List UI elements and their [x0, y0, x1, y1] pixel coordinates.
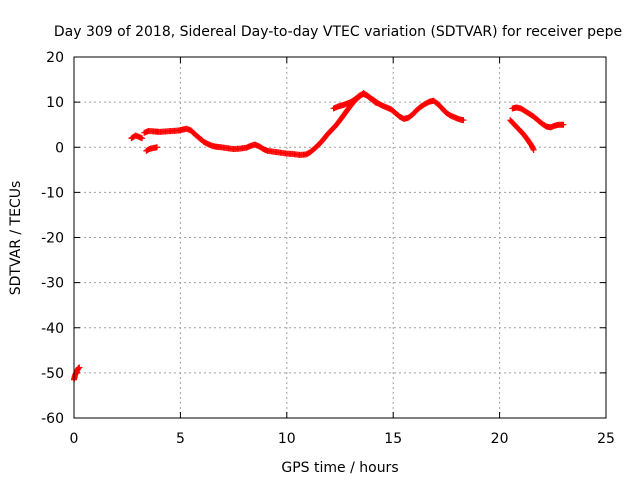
y-tick-label: -50 — [41, 366, 64, 382]
y-tick-label: -40 — [41, 321, 64, 337]
data-points — [71, 90, 567, 383]
data-point — [76, 364, 83, 371]
data-point — [373, 100, 380, 107]
x-tick-label: 10 — [278, 431, 296, 447]
y-axis-label: SDTVAR / TECUs — [8, 181, 24, 296]
data-point — [139, 135, 146, 142]
y-tick-label: 20 — [46, 50, 64, 66]
data-point — [560, 121, 567, 128]
plot-frame — [73, 56, 607, 419]
y-tick-label: -10 — [41, 185, 64, 201]
y-tick-label: 10 — [46, 95, 64, 111]
x-tick-label: 5 — [176, 431, 185, 447]
x-axis-label: GPS time / hours — [281, 460, 398, 476]
y-tick-label: -20 — [41, 231, 64, 247]
x-tick-label: 15 — [384, 431, 402, 447]
grid — [74, 57, 606, 418]
data-point — [460, 117, 467, 124]
data-point — [153, 144, 160, 151]
x-tick-label: 25 — [597, 431, 615, 447]
y-tick-label: -30 — [41, 276, 64, 292]
chart-title: Day 309 of 2018, Sidereal Day-to-day VTE… — [54, 24, 622, 40]
x-tick-label: 20 — [491, 431, 509, 447]
data-point — [372, 99, 379, 106]
y-tick-label: 0 — [55, 140, 64, 156]
x-tick-label: 0 — [70, 431, 79, 447]
data-point — [530, 146, 537, 153]
axis-ticks: 0 5 10 15 20 25 -60 -50 -40 -30 -20 -10 0 10 20 — [41, 50, 615, 447]
y-tick-label: -60 — [41, 411, 64, 427]
